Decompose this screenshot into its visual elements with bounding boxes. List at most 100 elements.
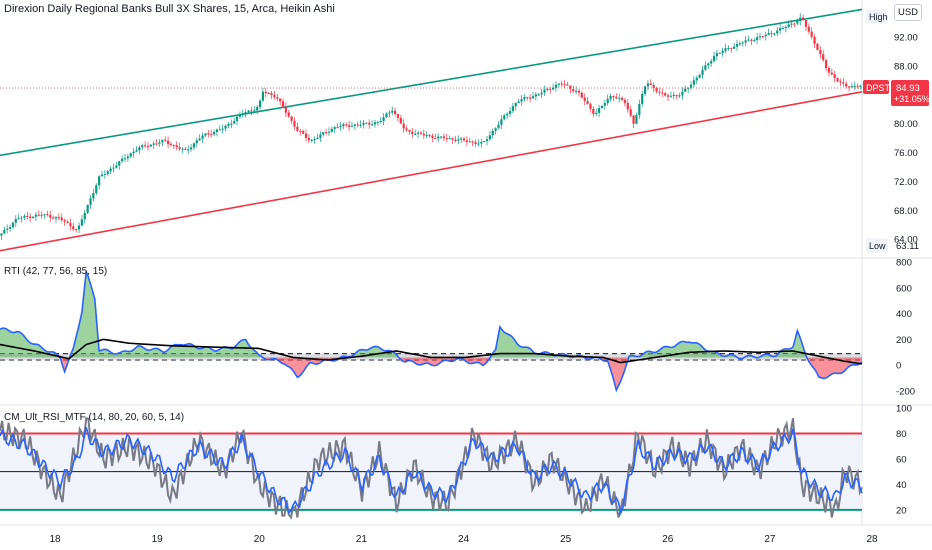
candle bbox=[17, 218, 20, 220]
candle bbox=[741, 42, 744, 44]
rti-tick-label: 800 bbox=[896, 258, 912, 269]
price-tick-label: 68.00 bbox=[894, 206, 918, 217]
candle bbox=[123, 158, 127, 160]
candle bbox=[552, 87, 555, 90]
price-tick-label: 88.00 bbox=[894, 61, 918, 72]
candle bbox=[247, 110, 250, 113]
candle bbox=[675, 95, 678, 97]
candle bbox=[3, 229, 6, 234]
candle bbox=[687, 87, 690, 89]
candle bbox=[215, 129, 219, 133]
candle bbox=[342, 124, 345, 126]
candle bbox=[506, 113, 509, 116]
candle bbox=[638, 103, 641, 116]
candle bbox=[207, 133, 210, 135]
candle bbox=[712, 56, 716, 62]
candle bbox=[224, 125, 227, 129]
candle bbox=[511, 106, 514, 111]
candle bbox=[643, 86, 647, 94]
high-tag-label: High bbox=[869, 12, 888, 22]
low-tag-label: Low bbox=[869, 241, 886, 251]
candle bbox=[325, 132, 328, 134]
candle bbox=[313, 139, 316, 141]
candle bbox=[40, 214, 43, 216]
rti-indicator-label[interactable]: RTI (42, 77, 56, 85, 15) bbox=[4, 266, 108, 277]
candle bbox=[336, 127, 339, 129]
candle bbox=[149, 144, 152, 147]
candle bbox=[842, 82, 845, 84]
candle bbox=[416, 132, 420, 134]
candle bbox=[497, 124, 500, 129]
candle bbox=[575, 90, 578, 92]
candle bbox=[181, 148, 184, 150]
candle bbox=[572, 89, 575, 92]
candle bbox=[345, 124, 348, 126]
candle bbox=[333, 127, 336, 129]
candle bbox=[652, 84, 655, 88]
price-tick-label: 92.00 bbox=[894, 32, 918, 43]
candle bbox=[132, 151, 135, 154]
candle bbox=[293, 120, 296, 127]
candle bbox=[146, 145, 150, 147]
candle bbox=[310, 139, 313, 141]
last-price-tag bbox=[891, 79, 929, 106]
candle bbox=[738, 43, 741, 45]
last-price-value: 84.93 bbox=[896, 83, 920, 94]
candle bbox=[753, 40, 756, 42]
candle bbox=[29, 216, 32, 219]
time-tick-label: 26 bbox=[662, 534, 674, 545]
candle bbox=[178, 147, 181, 149]
candle bbox=[402, 123, 405, 129]
candle bbox=[8, 227, 12, 229]
candle bbox=[781, 27, 785, 29]
candle bbox=[701, 69, 704, 75]
currency-button[interactable]: USD bbox=[894, 4, 922, 21]
candle bbox=[603, 103, 606, 106]
candle bbox=[767, 33, 770, 35]
candle bbox=[606, 98, 609, 104]
candle bbox=[500, 119, 503, 125]
candle bbox=[258, 100, 262, 108]
candle bbox=[172, 145, 175, 147]
candle bbox=[75, 229, 78, 231]
candle bbox=[563, 84, 566, 86]
candle bbox=[299, 130, 302, 132]
candle bbox=[592, 108, 595, 115]
candle bbox=[72, 226, 75, 230]
candle bbox=[646, 83, 650, 87]
candle bbox=[747, 39, 750, 41]
candle bbox=[695, 77, 698, 81]
rsi-fast-line bbox=[0, 426, 863, 516]
rti-tick-label: 400 bbox=[896, 309, 912, 320]
candle bbox=[31, 216, 35, 219]
candle bbox=[284, 106, 287, 113]
candle bbox=[233, 120, 236, 124]
candle bbox=[204, 133, 207, 136]
candle bbox=[520, 99, 523, 102]
candle bbox=[281, 101, 285, 107]
candle bbox=[526, 97, 529, 99]
candle bbox=[689, 84, 693, 88]
rsi-indicator-label[interactable]: CM_Ult_RSI_MTF (14, 80, 20, 60, 5, 14) bbox=[4, 412, 185, 423]
candle bbox=[393, 110, 397, 115]
candle bbox=[34, 214, 38, 217]
candle bbox=[425, 135, 428, 137]
candle bbox=[411, 131, 414, 135]
candle bbox=[681, 91, 684, 96]
candle bbox=[302, 131, 305, 134]
candle bbox=[460, 138, 463, 140]
candle bbox=[11, 222, 15, 228]
candle bbox=[221, 128, 224, 130]
rsi-tick-label: 100 bbox=[896, 404, 912, 415]
rti-tick-label: 0 bbox=[896, 361, 901, 372]
candle bbox=[733, 46, 736, 49]
candle bbox=[583, 97, 586, 101]
candle bbox=[66, 221, 69, 223]
candle bbox=[6, 228, 9, 230]
candle bbox=[557, 83, 560, 85]
candle bbox=[141, 145, 144, 148]
candle bbox=[856, 85, 859, 87]
rti-negative-area bbox=[0, 357, 862, 391]
candle bbox=[118, 161, 121, 166]
candle bbox=[296, 126, 299, 131]
